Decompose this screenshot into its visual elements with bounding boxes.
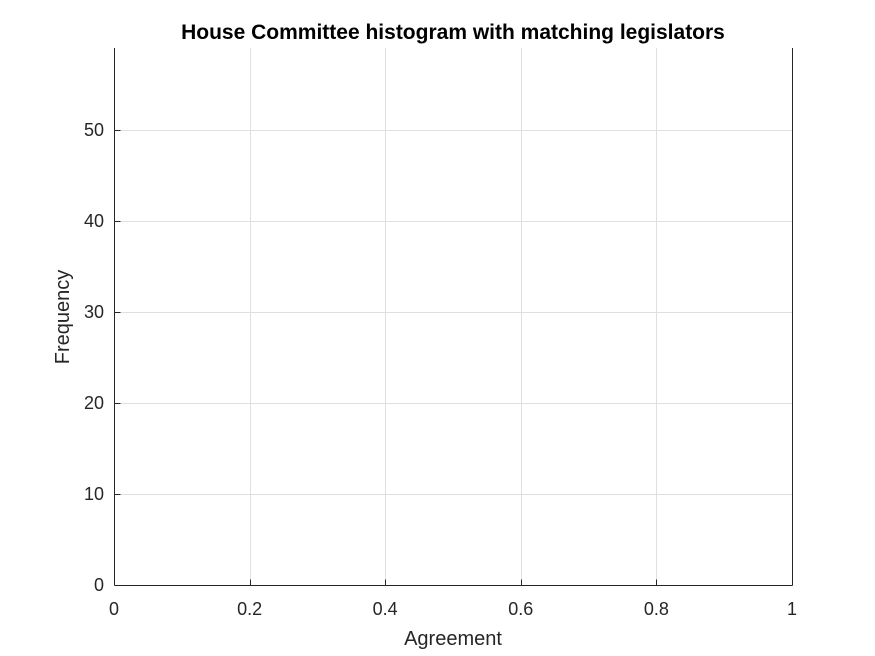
y-tick-label: 10	[84, 484, 104, 504]
x-tick-label: 1	[787, 599, 797, 619]
x-tick-label: 0.8	[644, 599, 669, 619]
y-tick-label: 40	[84, 211, 104, 231]
y-tick-label: 20	[84, 393, 104, 413]
x-tick-label: 0.2	[237, 599, 262, 619]
y-tick-label: 30	[84, 302, 104, 322]
x-tick-label: 0	[109, 599, 119, 619]
axes	[114, 48, 793, 586]
x-tick-label: 0.6	[508, 599, 533, 619]
y-tick-label: 50	[84, 120, 104, 140]
grid	[114, 48, 792, 585]
chart-title: House Committee histogram with matching …	[181, 21, 725, 44]
y-tick-label: 0	[94, 575, 104, 595]
x-axis-label: Agreement	[404, 628, 502, 650]
y-axis-label: Frequency	[52, 270, 74, 365]
x-tick-label: 0.4	[373, 599, 398, 619]
